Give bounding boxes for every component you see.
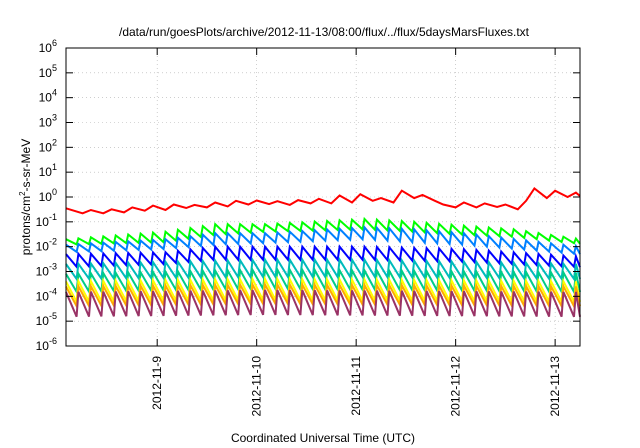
x-tick-label: 2012-11-10 bbox=[250, 356, 264, 417]
y-tick-base: 10 bbox=[39, 165, 53, 179]
y-tick-label: 104 bbox=[39, 88, 57, 105]
y-axis-label-sup: 2 bbox=[18, 191, 27, 196]
x-tick-label: 2012-11-11 bbox=[349, 356, 363, 416]
y-tick-base: 10 bbox=[39, 116, 53, 130]
y-tick-label: 106 bbox=[39, 38, 57, 55]
y-axis-label: protons/cm2-s-sr-MeV bbox=[18, 139, 33, 255]
series-line-9 bbox=[65, 289, 581, 318]
y-tick-exp: 3 bbox=[52, 113, 57, 123]
y-tick-exp: 5 bbox=[52, 63, 57, 73]
x-tick-label: 2012-11-9 bbox=[150, 356, 164, 410]
y-tick-base: 10 bbox=[39, 66, 53, 80]
y-tick-label: 10-3 bbox=[36, 262, 57, 279]
y-tick-label: 10-5 bbox=[36, 311, 57, 328]
y-tick-label: 10-2 bbox=[36, 237, 57, 254]
y-tick-exp: 4 bbox=[52, 88, 57, 98]
y-tick-label: 100 bbox=[39, 187, 57, 204]
y-axis-label-rest: -s-sr-MeV bbox=[19, 139, 33, 192]
y-axis: 10610510410310210110010-110-210-310-410-… bbox=[36, 38, 580, 353]
y-tick-base: 10 bbox=[39, 140, 53, 154]
y-tick-base: 10 bbox=[39, 91, 53, 105]
y-tick-base: 10 bbox=[36, 289, 50, 303]
y-tick-exp: 2 bbox=[52, 137, 57, 147]
y-axis-label-base: protons/cm bbox=[19, 196, 33, 255]
series-line-5 bbox=[65, 256, 581, 282]
y-tick-exp: -2 bbox=[49, 237, 57, 247]
y-tick-label: 10-1 bbox=[36, 212, 57, 229]
y-tick-base: 10 bbox=[39, 190, 53, 204]
series-line-4 bbox=[65, 244, 581, 270]
series-line-1 bbox=[65, 187, 581, 215]
y-tick-label: 105 bbox=[39, 63, 57, 80]
series-line-3 bbox=[65, 224, 581, 256]
y-tick-base: 10 bbox=[36, 215, 50, 229]
y-tick-base: 10 bbox=[39, 41, 53, 55]
y-tick-exp: -1 bbox=[49, 212, 57, 222]
y-tick-base: 10 bbox=[36, 314, 50, 328]
y-tick-exp: 0 bbox=[52, 187, 57, 197]
x-tick-label: 2012-11-13 bbox=[548, 356, 562, 417]
y-tick-base: 10 bbox=[36, 265, 50, 279]
y-tick-base: 10 bbox=[36, 240, 50, 254]
y-tick-label: 103 bbox=[39, 113, 57, 130]
y-tick-label: 102 bbox=[39, 137, 57, 154]
y-tick-exp: -5 bbox=[49, 311, 57, 321]
x-tick-label: 2012-11-12 bbox=[449, 356, 463, 417]
y-tick-exp: -6 bbox=[49, 336, 57, 346]
y-tick-exp: 1 bbox=[52, 162, 57, 172]
series-line-2 bbox=[65, 216, 581, 246]
y-tick-label: 10-4 bbox=[36, 286, 57, 303]
chart-title: /data/run/goesPlots/archive/2012-11-13/0… bbox=[119, 25, 530, 39]
y-tick-base: 10 bbox=[36, 339, 50, 353]
series-layer bbox=[65, 187, 581, 318]
y-tick-label: 10-6 bbox=[36, 336, 57, 353]
x-axis-label: Coordinated Universal Time (UTC) bbox=[231, 431, 415, 445]
y-tick-exp: 6 bbox=[52, 38, 57, 48]
y-tick-label: 101 bbox=[39, 162, 57, 179]
x-axis: 2012-11-9 2012-11-10 2012-11-11 2012-11-12 2… bbox=[150, 48, 562, 417]
y-tick-exp: -3 bbox=[49, 262, 57, 272]
y-tick-exp: -4 bbox=[49, 286, 57, 296]
